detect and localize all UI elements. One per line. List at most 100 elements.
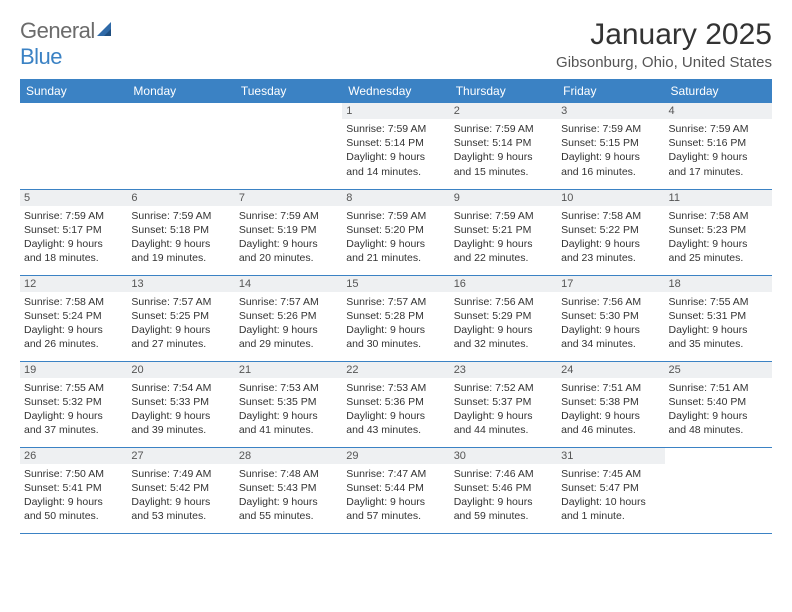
day-details: Sunrise: 7:53 AMSunset: 5:36 PMDaylight:…	[346, 381, 445, 438]
day-number: 5	[20, 190, 127, 206]
day-number: 17	[557, 276, 664, 292]
day-details: Sunrise: 7:59 AMSunset: 5:17 PMDaylight:…	[24, 209, 123, 266]
detail-line: and 29 minutes.	[239, 337, 338, 351]
day-number: 26	[20, 448, 127, 464]
calendar-cell: 28Sunrise: 7:48 AMSunset: 5:43 PMDayligh…	[235, 447, 342, 533]
location: Gibsonburg, Ohio, United States	[556, 54, 772, 71]
detail-line: Daylight: 9 hours	[561, 237, 660, 251]
calendar-cell: 30Sunrise: 7:46 AMSunset: 5:46 PMDayligh…	[450, 447, 557, 533]
detail-line: Sunset: 5:21 PM	[454, 223, 553, 237]
day-details: Sunrise: 7:53 AMSunset: 5:35 PMDaylight:…	[239, 381, 338, 438]
detail-line: Sunrise: 7:54 AM	[131, 381, 230, 395]
day-number: 25	[665, 362, 772, 378]
weekday-header: Thursday	[450, 79, 557, 103]
detail-line: Sunrise: 7:45 AM	[561, 467, 660, 481]
detail-line: Daylight: 9 hours	[561, 409, 660, 423]
day-details: Sunrise: 7:47 AMSunset: 5:44 PMDaylight:…	[346, 467, 445, 524]
detail-line: Sunrise: 7:56 AM	[561, 295, 660, 309]
detail-line: and 32 minutes.	[454, 337, 553, 351]
detail-line: Daylight: 10 hours	[561, 495, 660, 509]
detail-line: Sunset: 5:23 PM	[669, 223, 768, 237]
detail-line: Sunset: 5:30 PM	[561, 309, 660, 323]
calendar-week: 19Sunrise: 7:55 AMSunset: 5:32 PMDayligh…	[20, 361, 772, 447]
day-details: Sunrise: 7:51 AMSunset: 5:38 PMDaylight:…	[561, 381, 660, 438]
day-details: Sunrise: 7:58 AMSunset: 5:23 PMDaylight:…	[669, 209, 768, 266]
day-number: 20	[127, 362, 234, 378]
detail-line: and 22 minutes.	[454, 251, 553, 265]
detail-line: and 59 minutes.	[454, 509, 553, 523]
detail-line: Daylight: 9 hours	[131, 237, 230, 251]
detail-line: Daylight: 9 hours	[346, 495, 445, 509]
detail-line: Daylight: 9 hours	[454, 150, 553, 164]
day-number: 22	[342, 362, 449, 378]
detail-line: Daylight: 9 hours	[131, 495, 230, 509]
calendar-cell: 1Sunrise: 7:59 AMSunset: 5:14 PMDaylight…	[342, 103, 449, 189]
detail-line: Daylight: 9 hours	[24, 323, 123, 337]
detail-line: Sunrise: 7:58 AM	[24, 295, 123, 309]
day-details: Sunrise: 7:59 AMSunset: 5:18 PMDaylight:…	[131, 209, 230, 266]
detail-line: and 39 minutes.	[131, 423, 230, 437]
detail-line: and 44 minutes.	[454, 423, 553, 437]
day-number: 13	[127, 276, 234, 292]
calendar-cell: 14Sunrise: 7:57 AMSunset: 5:26 PMDayligh…	[235, 275, 342, 361]
day-details: Sunrise: 7:56 AMSunset: 5:30 PMDaylight:…	[561, 295, 660, 352]
detail-line: Sunset: 5:33 PM	[131, 395, 230, 409]
day-details: Sunrise: 7:59 AMSunset: 5:15 PMDaylight:…	[561, 122, 660, 179]
day-number: 10	[557, 190, 664, 206]
detail-line: Daylight: 9 hours	[454, 495, 553, 509]
logo-word2: Blue	[20, 44, 62, 69]
weekday-header: Saturday	[665, 79, 772, 103]
calendar-cell: 25Sunrise: 7:51 AMSunset: 5:40 PMDayligh…	[665, 361, 772, 447]
detail-line: and 41 minutes.	[239, 423, 338, 437]
detail-line: Daylight: 9 hours	[24, 495, 123, 509]
detail-line: Sunrise: 7:50 AM	[24, 467, 123, 481]
calendar-cell: 4Sunrise: 7:59 AMSunset: 5:16 PMDaylight…	[665, 103, 772, 189]
detail-line: Sunset: 5:20 PM	[346, 223, 445, 237]
detail-line: and 16 minutes.	[561, 165, 660, 179]
detail-line: Sunset: 5:19 PM	[239, 223, 338, 237]
detail-line: Daylight: 9 hours	[454, 323, 553, 337]
detail-line: and 35 minutes.	[669, 337, 768, 351]
day-details: Sunrise: 7:56 AMSunset: 5:29 PMDaylight:…	[454, 295, 553, 352]
detail-line: Sunset: 5:42 PM	[131, 481, 230, 495]
detail-line: and 1 minute.	[561, 509, 660, 523]
calendar-cell: 5 Sunrise: 7:59 AMSunset: 5:17 PMDaylight…	[20, 189, 127, 275]
day-details: Sunrise: 7:49 AMSunset: 5:42 PMDaylight:…	[131, 467, 230, 524]
day-number: 28	[235, 448, 342, 464]
detail-line: Sunrise: 7:53 AM	[346, 381, 445, 395]
detail-line: Daylight: 9 hours	[346, 237, 445, 251]
detail-line: and 17 minutes.	[669, 165, 768, 179]
detail-line: Sunset: 5:16 PM	[669, 136, 768, 150]
detail-line: and 27 minutes.	[131, 337, 230, 351]
day-number: 24	[557, 362, 664, 378]
calendar-week: 5 Sunrise: 7:59 AMSunset: 5:17 PMDaylight…	[20, 189, 772, 275]
day-number: 31	[557, 448, 664, 464]
detail-line: and 30 minutes.	[346, 337, 445, 351]
weekday-header: Monday	[127, 79, 234, 103]
detail-line: Sunset: 5:43 PM	[239, 481, 338, 495]
detail-line: Daylight: 9 hours	[669, 237, 768, 251]
day-number: 9	[450, 190, 557, 206]
calendar-cell	[127, 103, 234, 189]
detail-line: Sunset: 5:38 PM	[561, 395, 660, 409]
day-details: Sunrise: 7:50 AMSunset: 5:41 PMDaylight:…	[24, 467, 123, 524]
detail-line: Daylight: 9 hours	[346, 409, 445, 423]
detail-line: Daylight: 9 hours	[561, 150, 660, 164]
detail-line: Sunrise: 7:53 AM	[239, 381, 338, 395]
detail-line: and 21 minutes.	[346, 251, 445, 265]
calendar-cell: 22 Sunrise: 7:53 AMSunset: 5:36 PMDayligh…	[342, 361, 449, 447]
day-details: Sunrise: 7:55 AMSunset: 5:32 PMDaylight:…	[24, 381, 123, 438]
day-details: Sunrise: 7:52 AMSunset: 5:37 PMDaylight:…	[454, 381, 553, 438]
calendar-cell: 31Sunrise: 7:45 AMSunset: 5:47 PMDayligh…	[557, 447, 664, 533]
day-number: 12	[20, 276, 127, 292]
detail-line: Daylight: 9 hours	[669, 150, 768, 164]
logo: GeneralBlue	[20, 18, 117, 70]
calendar-cell	[20, 103, 127, 189]
calendar-cell: 23Sunrise: 7:52 AMSunset: 5:37 PMDayligh…	[450, 361, 557, 447]
detail-line: Daylight: 9 hours	[131, 323, 230, 337]
calendar-cell: 15Sunrise: 7:57 AMSunset: 5:28 PMDayligh…	[342, 275, 449, 361]
header: GeneralBlue January 2025 Gibsonburg, Ohi…	[20, 18, 772, 71]
detail-line: Sunset: 5:15 PM	[561, 136, 660, 150]
day-details: Sunrise: 7:59 AMSunset: 5:21 PMDaylight:…	[454, 209, 553, 266]
day-number: 18	[665, 276, 772, 292]
